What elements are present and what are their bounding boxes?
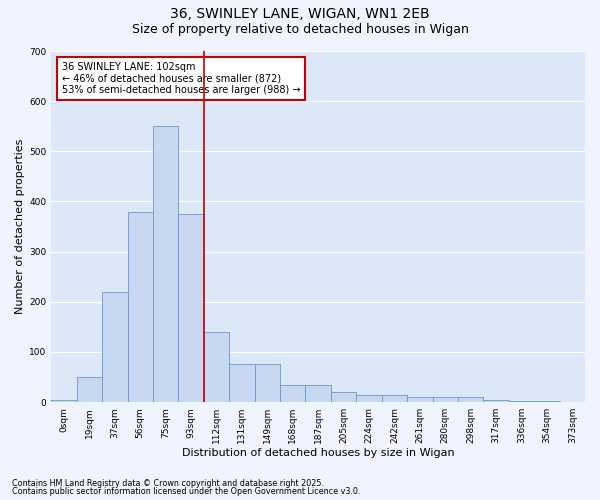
Bar — [534, 401, 560, 402]
Bar — [458, 397, 484, 402]
Bar — [229, 364, 254, 402]
Text: 36, SWINLEY LANE, WIGAN, WN1 2EB: 36, SWINLEY LANE, WIGAN, WN1 2EB — [170, 8, 430, 22]
Bar — [484, 400, 509, 402]
Bar — [77, 377, 102, 402]
Bar — [280, 384, 305, 402]
Bar — [433, 397, 458, 402]
Text: Size of property relative to detached houses in Wigan: Size of property relative to detached ho… — [131, 22, 469, 36]
Bar — [178, 214, 204, 402]
Bar — [382, 394, 407, 402]
Bar — [509, 401, 534, 402]
Bar — [51, 400, 77, 402]
Bar — [204, 332, 229, 402]
Y-axis label: Number of detached properties: Number of detached properties — [15, 139, 25, 314]
Bar — [356, 394, 382, 402]
X-axis label: Distribution of detached houses by size in Wigan: Distribution of detached houses by size … — [182, 448, 454, 458]
Text: 36 SWINLEY LANE: 102sqm
← 46% of detached houses are smaller (872)
53% of semi-d: 36 SWINLEY LANE: 102sqm ← 46% of detache… — [62, 62, 301, 94]
Bar — [331, 392, 356, 402]
Bar — [305, 384, 331, 402]
Bar — [153, 126, 178, 402]
Bar — [128, 212, 153, 402]
Text: Contains public sector information licensed under the Open Government Licence v3: Contains public sector information licen… — [12, 487, 361, 496]
Bar — [102, 292, 128, 402]
Bar — [407, 397, 433, 402]
Text: Contains HM Land Registry data © Crown copyright and database right 2025.: Contains HM Land Registry data © Crown c… — [12, 478, 324, 488]
Bar — [254, 364, 280, 402]
